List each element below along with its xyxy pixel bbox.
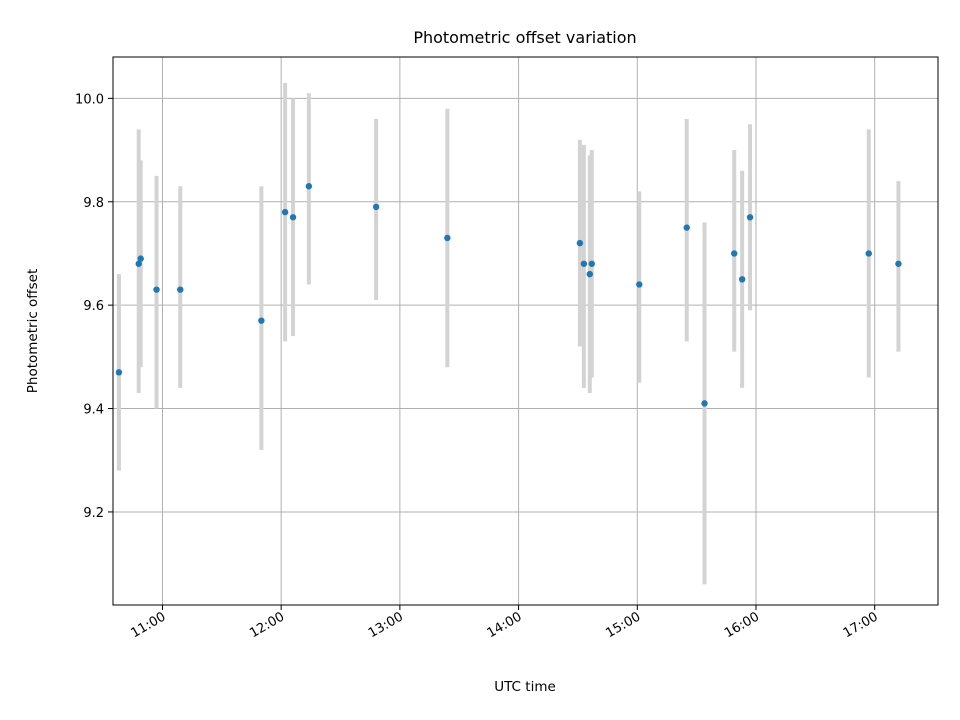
x-axis-label: UTC time: [494, 679, 556, 695]
data-point: [289, 214, 297, 221]
y-tick-label: 9.4: [83, 403, 104, 418]
data-point: [731, 250, 738, 257]
data-point: [305, 183, 313, 190]
data-point: [701, 400, 708, 407]
data-point: [137, 255, 144, 262]
data-point: [115, 369, 123, 376]
y-tick-label: 9.2: [83, 506, 104, 521]
y-axis-label: Photometric offset: [25, 269, 41, 393]
y-axis-ticks: 9.2 9.4 9.6 9.8 10.0: [75, 92, 113, 521]
data-point: [636, 281, 643, 288]
data-point: [588, 260, 595, 267]
data-point: [444, 234, 451, 242]
data-point: [576, 239, 584, 247]
data-markers: [115, 183, 902, 407]
data-point: [372, 203, 380, 211]
chart-title: Photometric offset variation: [413, 28, 636, 47]
data-point: [580, 260, 588, 267]
data-point: [895, 260, 902, 267]
data-point: [746, 214, 754, 221]
plot-frame: [112, 56, 939, 606]
data-point: [135, 260, 142, 267]
y-tick-label: 9.6: [83, 299, 104, 314]
y-tick-label: 9.8: [83, 196, 104, 211]
data-point: [738, 276, 746, 283]
data-point: [683, 224, 690, 231]
data-point: [177, 286, 184, 293]
data-point: [586, 270, 593, 278]
data-point: [865, 250, 872, 257]
data-point: [281, 208, 289, 216]
data-point: [153, 286, 160, 293]
data-point: [258, 317, 265, 324]
y-tick-label: 10.0: [75, 92, 104, 107]
